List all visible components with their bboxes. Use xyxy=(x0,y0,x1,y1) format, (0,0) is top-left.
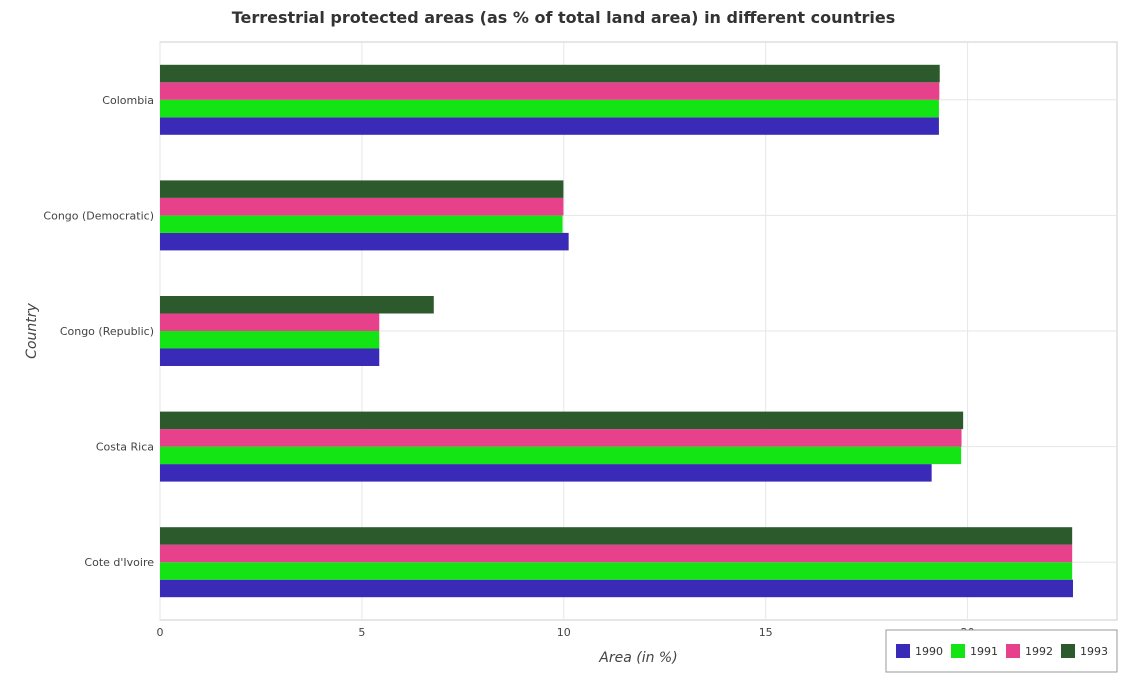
bar-1990-costarica xyxy=(160,464,932,482)
bar-1991-congorepublic xyxy=(160,331,380,349)
bar-1991-congodemocratic xyxy=(160,215,563,233)
x-tick-label: 5 xyxy=(358,626,365,639)
legend-label-1993: 1993 xyxy=(1080,645,1108,658)
bar-1990-colombia xyxy=(160,117,939,135)
legend-swatch-1991 xyxy=(951,644,965,658)
legend-label-1990: 1990 xyxy=(915,645,943,658)
x-axis-label: Area (in %) xyxy=(598,650,677,666)
y-tick-label: Cote d'Ivoire xyxy=(84,556,154,569)
chart-title: Terrestrial protected areas (as % of tot… xyxy=(231,8,896,27)
x-tick-label: 0 xyxy=(157,626,164,639)
bar-1992-costarica xyxy=(160,429,962,447)
y-tick-label: Congo (Republic) xyxy=(60,325,154,338)
y-axis-label: Country xyxy=(24,302,40,358)
legend-label-1992: 1992 xyxy=(1025,645,1053,658)
bar-1993-congorepublic xyxy=(160,296,434,314)
bar-1991-cotedivoire xyxy=(160,562,1073,580)
y-tick-label: Colombia xyxy=(102,94,154,107)
legend-label-1991: 1991 xyxy=(970,645,998,658)
bar-1993-costarica xyxy=(160,411,964,430)
y-tick-label: Costa Rica xyxy=(96,441,154,454)
bar-1992-congorepublic xyxy=(160,313,380,331)
bar-1992-colombia xyxy=(160,82,940,100)
bar-1992-cotedivoire xyxy=(160,544,1073,563)
bar-1993-congodemocratic xyxy=(160,180,564,198)
legend-swatch-1990 xyxy=(896,644,910,658)
bar-1991-colombia xyxy=(160,99,939,118)
legend-swatch-1992 xyxy=(1006,644,1020,658)
bar-1990-cotedivoire xyxy=(160,579,1073,598)
bar-1990-congodemocratic xyxy=(160,232,569,251)
x-tick-label: 15 xyxy=(759,626,773,639)
bar-1992-congodemocratic xyxy=(160,197,564,216)
y-tick-label: Congo (Democratic) xyxy=(43,209,154,222)
legend-box xyxy=(885,629,1118,673)
bar-1990-congorepublic xyxy=(160,348,380,366)
bar-1993-colombia xyxy=(160,64,940,83)
bar-1991-costarica xyxy=(160,446,962,465)
legend-swatch-1993 xyxy=(1061,644,1075,658)
x-tick-label: 10 xyxy=(557,626,571,639)
bar-1993-cotedivoire xyxy=(160,527,1073,545)
